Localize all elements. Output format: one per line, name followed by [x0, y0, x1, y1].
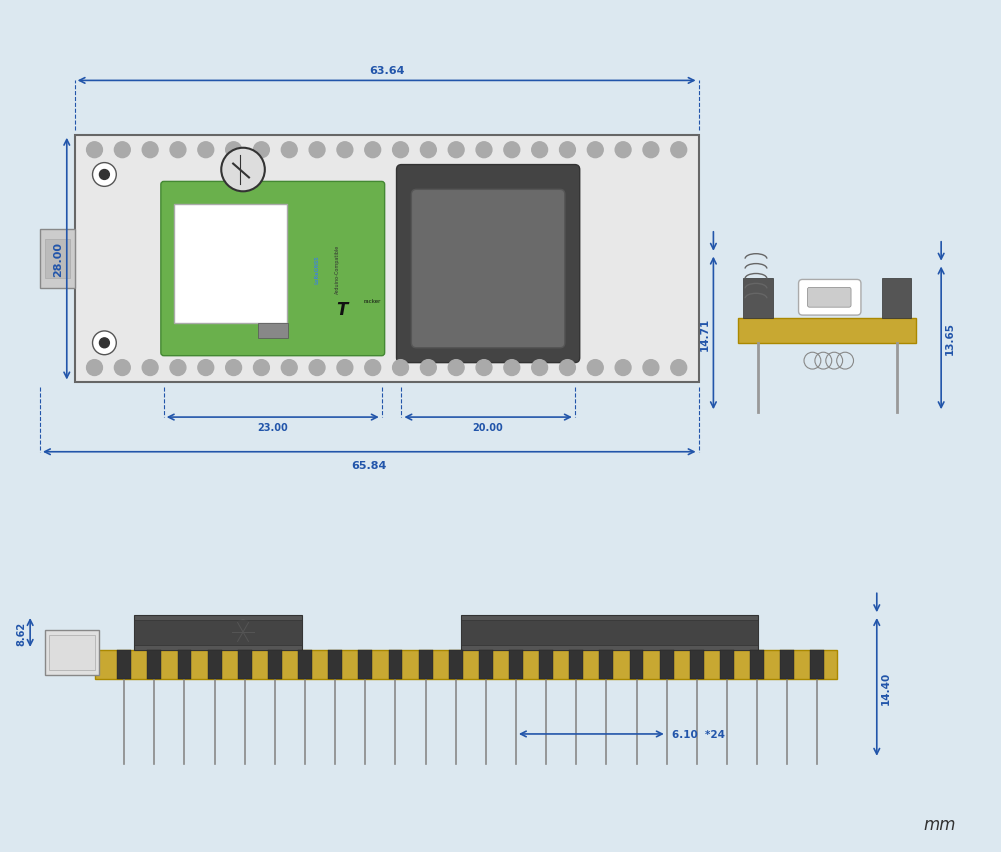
Circle shape — [364, 142, 380, 158]
Circle shape — [230, 619, 256, 645]
Bar — [207, 650, 221, 680]
Bar — [134, 615, 302, 650]
Text: T: T — [336, 301, 347, 319]
Bar — [781, 650, 794, 680]
Bar — [328, 650, 342, 680]
Bar — [258, 324, 287, 338]
Circle shape — [337, 142, 352, 158]
Bar — [117, 650, 131, 680]
Circle shape — [86, 360, 102, 376]
Text: 13.65: 13.65 — [945, 322, 955, 355]
Bar — [630, 650, 644, 680]
Text: LoRaGNSS: LoRaGNSS — [314, 255, 319, 284]
Bar — [540, 650, 554, 680]
Circle shape — [170, 142, 186, 158]
Text: 14.71: 14.71 — [700, 317, 710, 350]
Circle shape — [337, 360, 352, 376]
Text: 63.64: 63.64 — [369, 66, 404, 77]
Circle shape — [281, 360, 297, 376]
FancyBboxPatch shape — [161, 182, 384, 356]
Circle shape — [588, 360, 604, 376]
Bar — [418, 650, 432, 680]
Bar — [738, 319, 916, 343]
Bar — [298, 650, 312, 680]
Bar — [882, 279, 912, 319]
Circle shape — [309, 142, 325, 158]
Bar — [174, 205, 287, 324]
Bar — [460, 620, 758, 645]
Circle shape — [225, 360, 241, 376]
Circle shape — [420, 142, 436, 158]
Circle shape — [560, 142, 576, 158]
Circle shape — [253, 360, 269, 376]
FancyBboxPatch shape — [808, 288, 851, 308]
Bar — [45, 239, 70, 279]
Circle shape — [364, 360, 380, 376]
Circle shape — [86, 142, 102, 158]
Bar — [177, 650, 191, 680]
Bar — [49, 636, 94, 670]
Bar — [460, 615, 758, 650]
Bar — [811, 650, 824, 680]
Circle shape — [142, 360, 158, 376]
Circle shape — [198, 142, 213, 158]
FancyBboxPatch shape — [396, 165, 580, 363]
Text: Arduino-Compatible: Arduino-Compatible — [334, 245, 339, 294]
Circle shape — [532, 360, 548, 376]
Circle shape — [643, 142, 659, 158]
Bar — [45, 630, 99, 675]
Bar — [268, 650, 282, 680]
Circle shape — [616, 142, 631, 158]
Bar — [660, 650, 674, 680]
Circle shape — [392, 360, 408, 376]
Text: racker: racker — [363, 299, 381, 304]
Circle shape — [476, 142, 491, 158]
Circle shape — [560, 360, 576, 376]
Bar — [750, 650, 764, 680]
Text: 28.00: 28.00 — [53, 242, 63, 277]
Bar — [600, 650, 614, 680]
Circle shape — [92, 164, 116, 187]
Circle shape — [114, 360, 130, 376]
Circle shape — [532, 142, 548, 158]
Circle shape — [198, 360, 213, 376]
Circle shape — [170, 360, 186, 376]
Bar — [743, 279, 773, 319]
Bar — [720, 650, 734, 680]
Text: 65.84: 65.84 — [351, 460, 387, 470]
Circle shape — [448, 142, 464, 158]
Circle shape — [504, 360, 520, 376]
Bar — [570, 650, 584, 680]
Circle shape — [392, 142, 408, 158]
Circle shape — [281, 142, 297, 158]
Bar — [358, 650, 372, 680]
Circle shape — [99, 338, 109, 348]
Bar — [448, 650, 462, 680]
Circle shape — [221, 148, 265, 192]
Text: 6.10  *24: 6.10 *24 — [672, 729, 725, 739]
Bar — [40, 230, 75, 289]
Circle shape — [643, 360, 659, 376]
Text: 14.40: 14.40 — [881, 671, 891, 704]
Bar — [147, 650, 161, 680]
Text: 20.00: 20.00 — [472, 423, 504, 433]
Circle shape — [476, 360, 491, 376]
Bar — [75, 135, 699, 383]
Circle shape — [420, 360, 436, 376]
Circle shape — [142, 142, 158, 158]
Circle shape — [504, 142, 520, 158]
Circle shape — [671, 360, 687, 376]
Circle shape — [253, 142, 269, 158]
FancyBboxPatch shape — [799, 280, 861, 316]
Circle shape — [309, 360, 325, 376]
Circle shape — [92, 331, 116, 355]
Text: 23.00: 23.00 — [257, 423, 288, 433]
Bar — [478, 650, 492, 680]
Bar — [238, 650, 251, 680]
Bar — [690, 650, 704, 680]
Circle shape — [616, 360, 631, 376]
Text: 8.62: 8.62 — [16, 620, 26, 645]
Bar — [134, 620, 302, 645]
Circle shape — [671, 142, 687, 158]
